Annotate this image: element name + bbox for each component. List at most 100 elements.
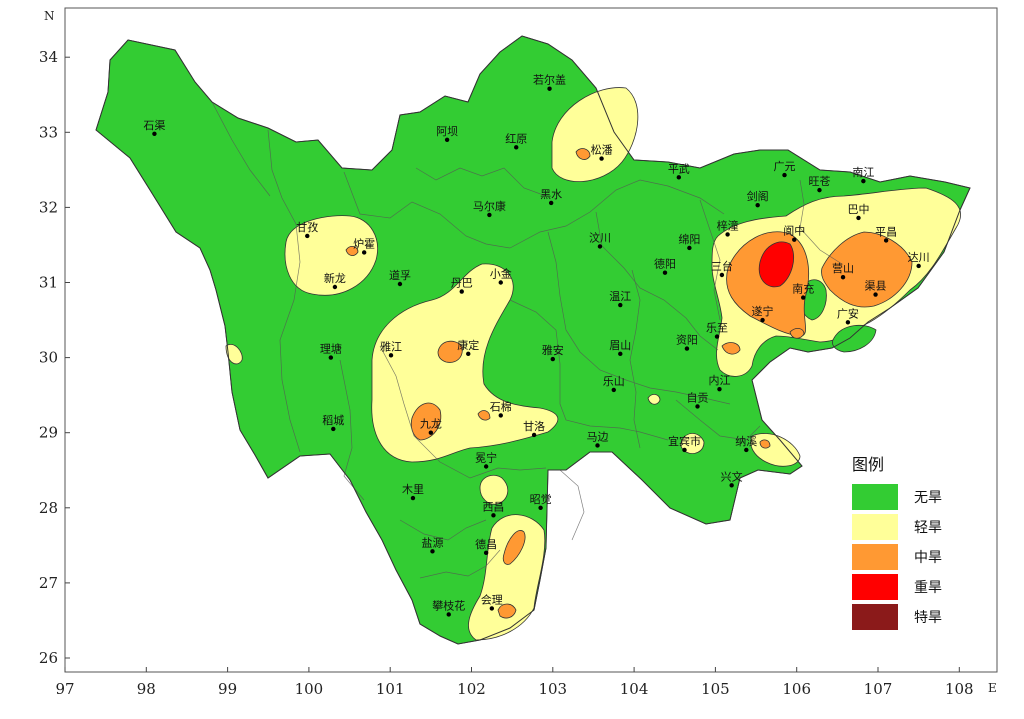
station-label: 小金 bbox=[490, 267, 512, 281]
station: 乐至 bbox=[706, 322, 728, 339]
station-label: 康定 bbox=[457, 338, 479, 352]
station-dot bbox=[332, 284, 338, 290]
station: 红原 bbox=[505, 132, 527, 150]
y-tick-label: 28 bbox=[39, 499, 58, 517]
station-label: 盐源 bbox=[421, 535, 443, 549]
x-tick-label: 104 bbox=[620, 680, 649, 698]
station-dot bbox=[491, 513, 496, 518]
station: 南江 bbox=[852, 166, 874, 184]
x-tick-label: 101 bbox=[376, 680, 405, 698]
axes: 97 98 99 100 101 102 103 104 105 106 107 108 26 27 28 2… bbox=[39, 9, 997, 698]
station-dot bbox=[361, 250, 367, 255]
station-label: 昭觉 bbox=[530, 493, 552, 506]
station: 丹巴 bbox=[451, 277, 473, 294]
north-label: N bbox=[44, 9, 55, 23]
station-label: 石棉 bbox=[490, 399, 512, 413]
station-label: 德昌 bbox=[475, 537, 497, 551]
station-dot bbox=[684, 346, 690, 351]
station: 自贡 bbox=[687, 391, 709, 409]
station: 炉霍 bbox=[353, 237, 375, 255]
province-outline bbox=[95, 35, 971, 645]
station: 冕宁 bbox=[475, 450, 497, 469]
station: 会理 bbox=[481, 593, 503, 611]
severe-drought-langzhong bbox=[758, 241, 794, 288]
station-dot bbox=[547, 86, 552, 91]
x-tick-label: 102 bbox=[457, 680, 486, 698]
moderate-drought-suining-spot bbox=[721, 342, 741, 355]
station-label: 温江 bbox=[609, 290, 631, 303]
station-label: 梓潼 bbox=[717, 218, 739, 232]
station-label: 道孚 bbox=[389, 268, 411, 282]
station-dot bbox=[514, 145, 519, 150]
station-dot bbox=[489, 606, 495, 611]
station-label: 南江 bbox=[852, 166, 874, 179]
station-label: 平武 bbox=[668, 162, 690, 175]
moderate-drought-naxi-spot bbox=[759, 439, 771, 449]
y-tick-label: 33 bbox=[39, 123, 58, 141]
station-dot bbox=[916, 263, 921, 269]
station-label: 攀枝花 bbox=[432, 598, 465, 612]
station-dot bbox=[845, 320, 851, 325]
station: 石棉 bbox=[490, 399, 512, 418]
station-dot bbox=[817, 187, 822, 193]
station-dot bbox=[328, 355, 334, 360]
station-label: 马尔康 bbox=[473, 199, 506, 213]
station: 纳溪 bbox=[735, 435, 757, 453]
east-label: E bbox=[988, 681, 997, 695]
station-label: 西昌 bbox=[482, 500, 504, 513]
station: 西昌 bbox=[482, 500, 504, 518]
light-drought-north bbox=[551, 87, 639, 182]
station-dot bbox=[725, 232, 730, 237]
station-dot bbox=[611, 387, 616, 393]
legend-swatch bbox=[852, 574, 898, 600]
legend-label: 中旱 bbox=[914, 550, 942, 566]
station-dot bbox=[687, 245, 692, 251]
station-dot bbox=[550, 356, 555, 362]
legend-swatch bbox=[852, 604, 898, 630]
x-tick-label: 103 bbox=[538, 680, 567, 698]
station-dot bbox=[305, 233, 310, 239]
station-dot bbox=[466, 351, 471, 357]
moderate-drought-guangan-spot bbox=[789, 328, 805, 339]
station: 德阳 bbox=[654, 257, 676, 275]
station: 雅安 bbox=[542, 343, 564, 362]
station-label: 理塘 bbox=[320, 342, 342, 356]
station-label: 炉霍 bbox=[353, 237, 375, 250]
station-dot bbox=[331, 426, 336, 432]
station-label: 眉山 bbox=[609, 339, 631, 352]
station-dot bbox=[446, 612, 451, 617]
station-label: 达川 bbox=[908, 251, 930, 264]
station-dot bbox=[840, 275, 846, 280]
x-tick-label: 108 bbox=[945, 680, 974, 698]
moderate-drought-songpan-spot bbox=[575, 148, 591, 160]
station: 平昌 bbox=[875, 225, 897, 243]
station-dot bbox=[883, 238, 889, 243]
station: 内江 bbox=[708, 373, 730, 392]
station: 马边 bbox=[587, 430, 609, 448]
y-tick-label: 30 bbox=[39, 349, 58, 367]
station-dot bbox=[682, 447, 687, 453]
station-label: 甘孜 bbox=[296, 220, 318, 234]
station: 石渠 bbox=[143, 119, 165, 137]
station-label: 九龙 bbox=[420, 418, 442, 431]
y-tick-label: 27 bbox=[39, 574, 58, 592]
station-dot bbox=[717, 386, 722, 392]
station-dot bbox=[397, 281, 403, 287]
moderate-drought-kangding bbox=[437, 340, 463, 363]
station-label: 马边 bbox=[587, 430, 609, 443]
y-tick-label: 31 bbox=[39, 274, 58, 292]
station: 营山 bbox=[832, 261, 854, 280]
station-label: 绵阳 bbox=[678, 232, 700, 246]
station: 渠县 bbox=[865, 280, 887, 297]
station: 木里 bbox=[402, 483, 424, 501]
station-dot bbox=[487, 212, 492, 218]
station-dot bbox=[548, 200, 554, 206]
station-label: 乐山 bbox=[603, 375, 625, 388]
station: 小金 bbox=[490, 267, 512, 285]
y-tick-label: 34 bbox=[39, 48, 58, 66]
station: 稻城 bbox=[322, 414, 344, 432]
station-label: 雅江 bbox=[380, 339, 402, 353]
